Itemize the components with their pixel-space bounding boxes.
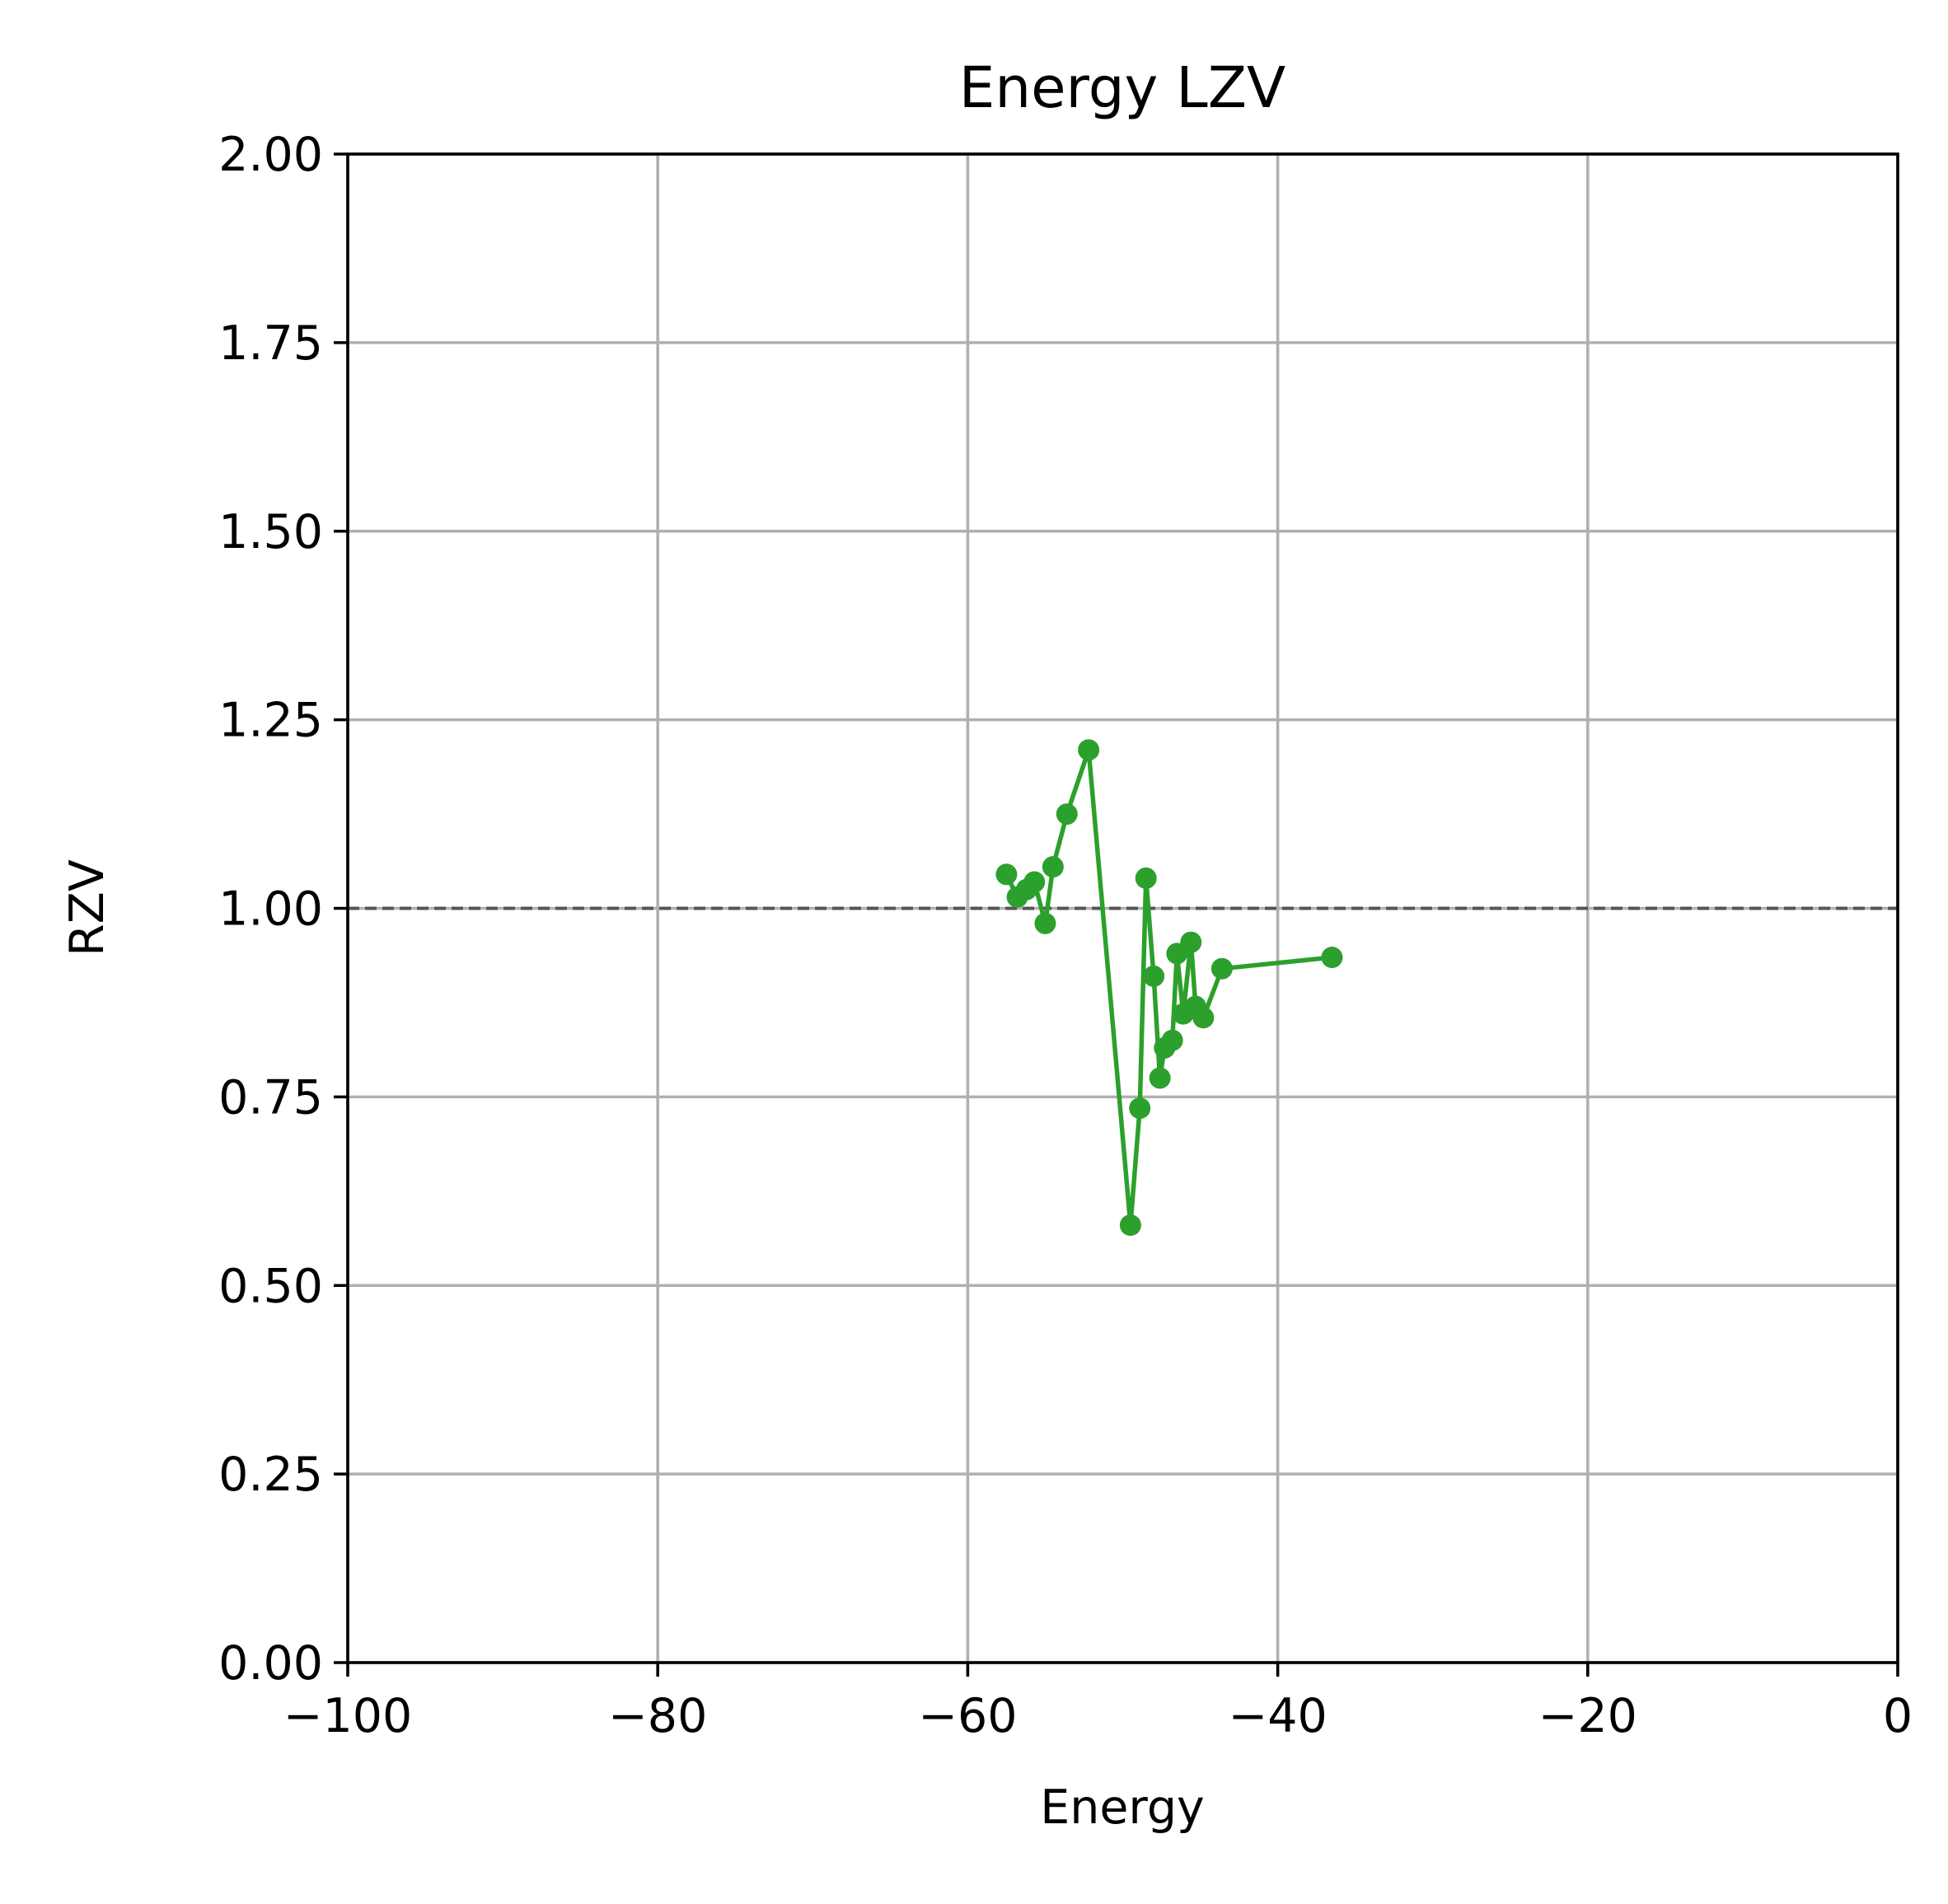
y-tick-label: 1.50 — [218, 505, 323, 559]
x-tick-label: −40 — [1228, 1689, 1327, 1743]
data-point — [1149, 1067, 1171, 1089]
data-point — [1034, 912, 1056, 934]
x-tick-label: −60 — [918, 1689, 1017, 1743]
data-point — [1129, 1097, 1151, 1120]
series-group — [995, 739, 1343, 1237]
x-tick-label: −100 — [283, 1689, 413, 1743]
x-tick-label: 0 — [1883, 1689, 1913, 1743]
data-point — [1023, 871, 1046, 893]
x-axis-title: Energy — [1040, 1780, 1205, 1835]
data-point — [1180, 931, 1202, 953]
data-point — [995, 863, 1018, 886]
data-point — [1321, 947, 1343, 969]
y-tick-label: 0.50 — [218, 1259, 323, 1313]
data-point — [1119, 1214, 1141, 1237]
ticks: −100 −80 −60 −40 −20 0 0.00 0.25 0.50 0.75 1.00 1.2… — [218, 128, 1913, 1743]
data-point — [1042, 856, 1064, 878]
data-point — [1143, 965, 1165, 987]
y-tick-label: 1.00 — [218, 882, 323, 937]
chart-title: Energy LZV — [959, 55, 1285, 121]
data-point — [1161, 1029, 1183, 1051]
y-tick-label: 0.25 — [218, 1448, 323, 1502]
series-line — [1004, 747, 1332, 1228]
y-tick-label: 1.25 — [218, 694, 323, 748]
y-tick-label: 2.00 — [218, 128, 323, 182]
y-tick-label: 1.75 — [218, 316, 323, 371]
data-point — [1078, 739, 1100, 761]
data-point — [1210, 957, 1233, 980]
x-tick-label: −80 — [608, 1689, 707, 1743]
data-point — [1135, 867, 1157, 889]
y-tick-label: 0.00 — [218, 1636, 323, 1691]
data-point — [1192, 1007, 1215, 1029]
y-tick-label: 0.75 — [218, 1070, 323, 1125]
data-point — [1056, 803, 1078, 826]
x-tick-label: −20 — [1538, 1689, 1637, 1743]
y-axis-title: RZV — [60, 859, 115, 957]
